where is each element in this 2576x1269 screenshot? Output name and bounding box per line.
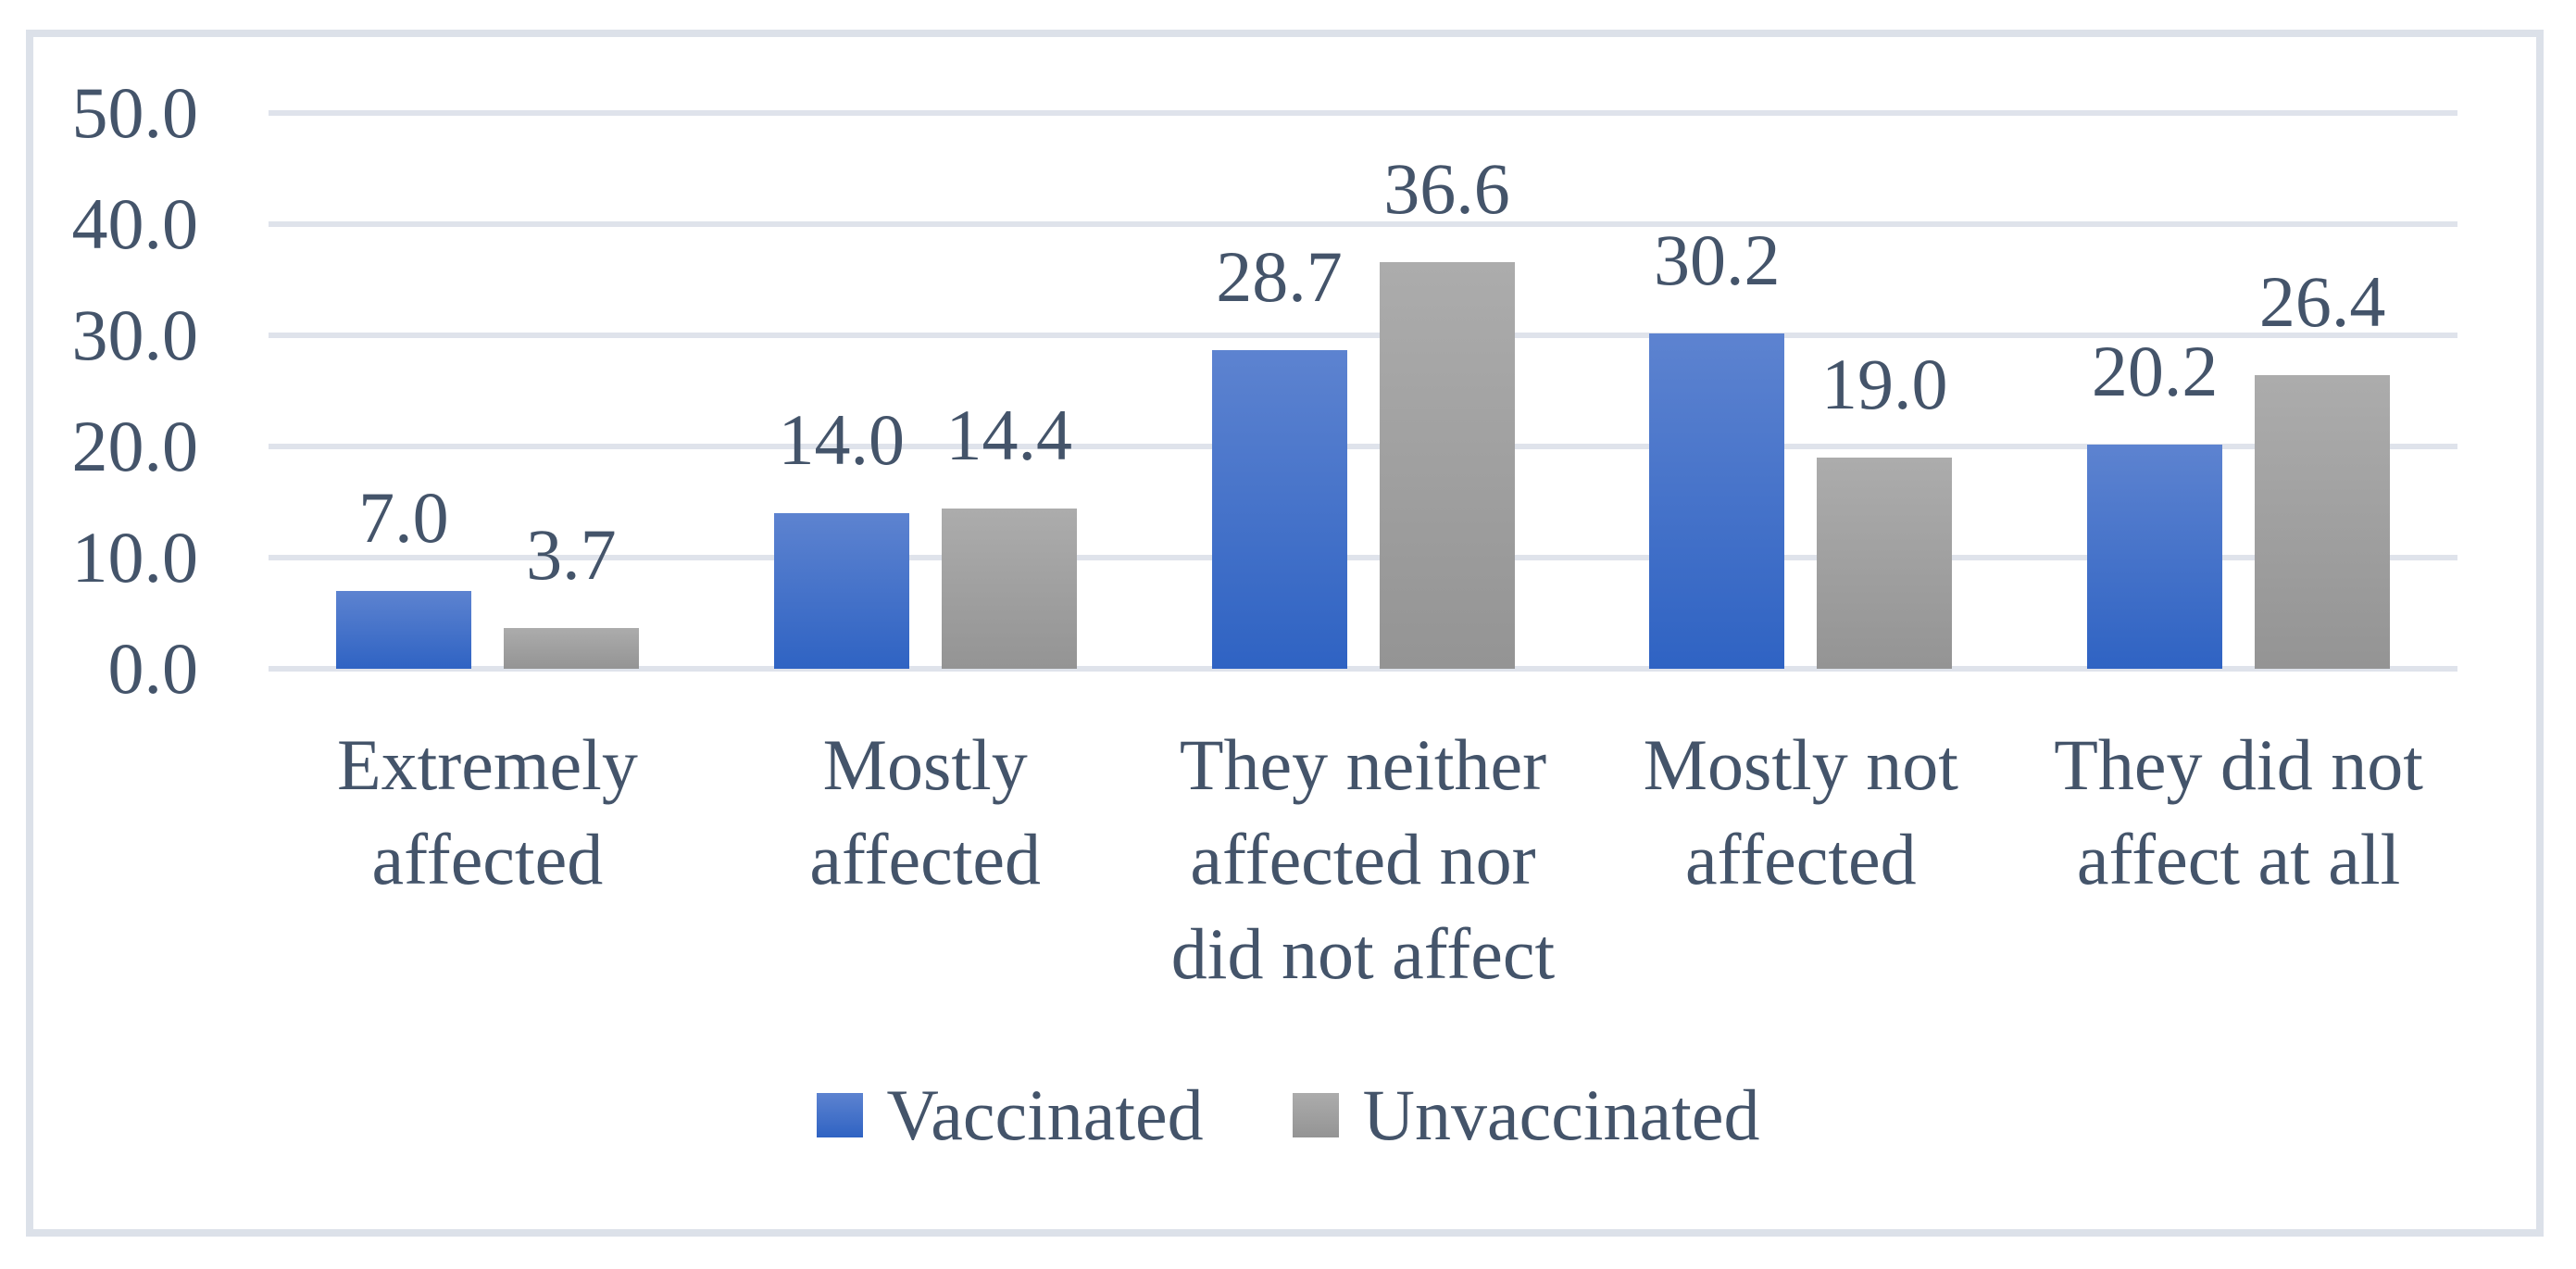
y-axis-tick-label: 50.0: [71, 72, 199, 153]
category-label-line: affected: [371, 819, 604, 899]
bar-unvaccinated-1: [503, 627, 639, 669]
gridline: [269, 221, 2457, 227]
bar-vaccinated-3: [1211, 349, 1347, 669]
category-label-line: affected: [1684, 819, 1917, 899]
x-axis-category-label: They did not affect at all: [2007, 718, 2470, 907]
category-label-line: affected: [809, 819, 1042, 899]
category-label-line: Extremely: [336, 724, 638, 805]
x-axis-baseline: [269, 666, 2457, 672]
category-label-line: did not affect: [1170, 913, 1556, 994]
y-axis-tick-label: 10.0: [71, 517, 199, 597]
category-label-line: Mostly: [822, 724, 1028, 805]
legend-item-vaccinated: Vaccinated: [816, 1074, 1204, 1155]
x-axis-category-label: Mostly not affected: [1569, 718, 2032, 907]
data-label: 26.4: [2258, 261, 2386, 343]
y-axis-tick-label: 20.0: [71, 406, 199, 486]
category-label-line: Mostly not: [1643, 724, 1958, 805]
gridline: [269, 444, 2457, 449]
bar-unvaccinated-3: [1379, 261, 1515, 669]
data-label: 28.7: [1216, 235, 1343, 317]
gridline: [269, 555, 2457, 560]
y-axis-tick-label: 0.0: [107, 628, 199, 709]
data-label: 20.2: [2091, 330, 2219, 411]
bar-unvaccinated-5: [2255, 375, 2391, 669]
data-label: 19.0: [1821, 344, 1948, 424]
bar-unvaccinated-4: [1817, 458, 1953, 669]
bar-vaccinated-5: [2087, 444, 2223, 669]
legend-swatch-vaccinated: [816, 1093, 863, 1137]
x-axis-category-label: They neither affected nor did not affect: [1132, 718, 1594, 1001]
gridline: [269, 110, 2457, 116]
bar-unvaccinated-2: [941, 509, 1077, 669]
legend-swatch-unvaccinated: [1292, 1093, 1339, 1137]
data-label: 3.7: [526, 513, 617, 595]
x-axis-category-label: Mostly affected: [694, 718, 1157, 907]
category-label-line: They did not: [2054, 724, 2423, 805]
data-label: 14.0: [778, 399, 905, 480]
data-label: 7.0: [358, 477, 449, 558]
legend-label: Vaccinated: [886, 1074, 1204, 1155]
legend-label: Unvaccinated: [1362, 1074, 1760, 1155]
bar-vaccinated-1: [335, 591, 471, 669]
data-label: 36.6: [1383, 147, 1510, 229]
y-axis-tick-label: 40.0: [71, 183, 199, 264]
category-label-line: affect at all: [2076, 819, 2401, 899]
category-label-line: affected nor: [1190, 819, 1536, 899]
legend-item-unvaccinated: Unvaccinated: [1292, 1074, 1760, 1155]
category-label-line: They neither: [1179, 724, 1547, 805]
data-label: 30.2: [1654, 219, 1781, 300]
data-label: 14.4: [945, 395, 1072, 476]
bar-vaccinated-4: [1649, 333, 1785, 669]
bar-vaccinated-2: [773, 513, 909, 669]
legend: Vaccinated Unvaccinated: [33, 1078, 2543, 1152]
gridline: [269, 333, 2457, 338]
x-axis-category-label: Extremely affected: [256, 718, 719, 907]
y-axis-tick-label: 30.0: [71, 295, 199, 375]
